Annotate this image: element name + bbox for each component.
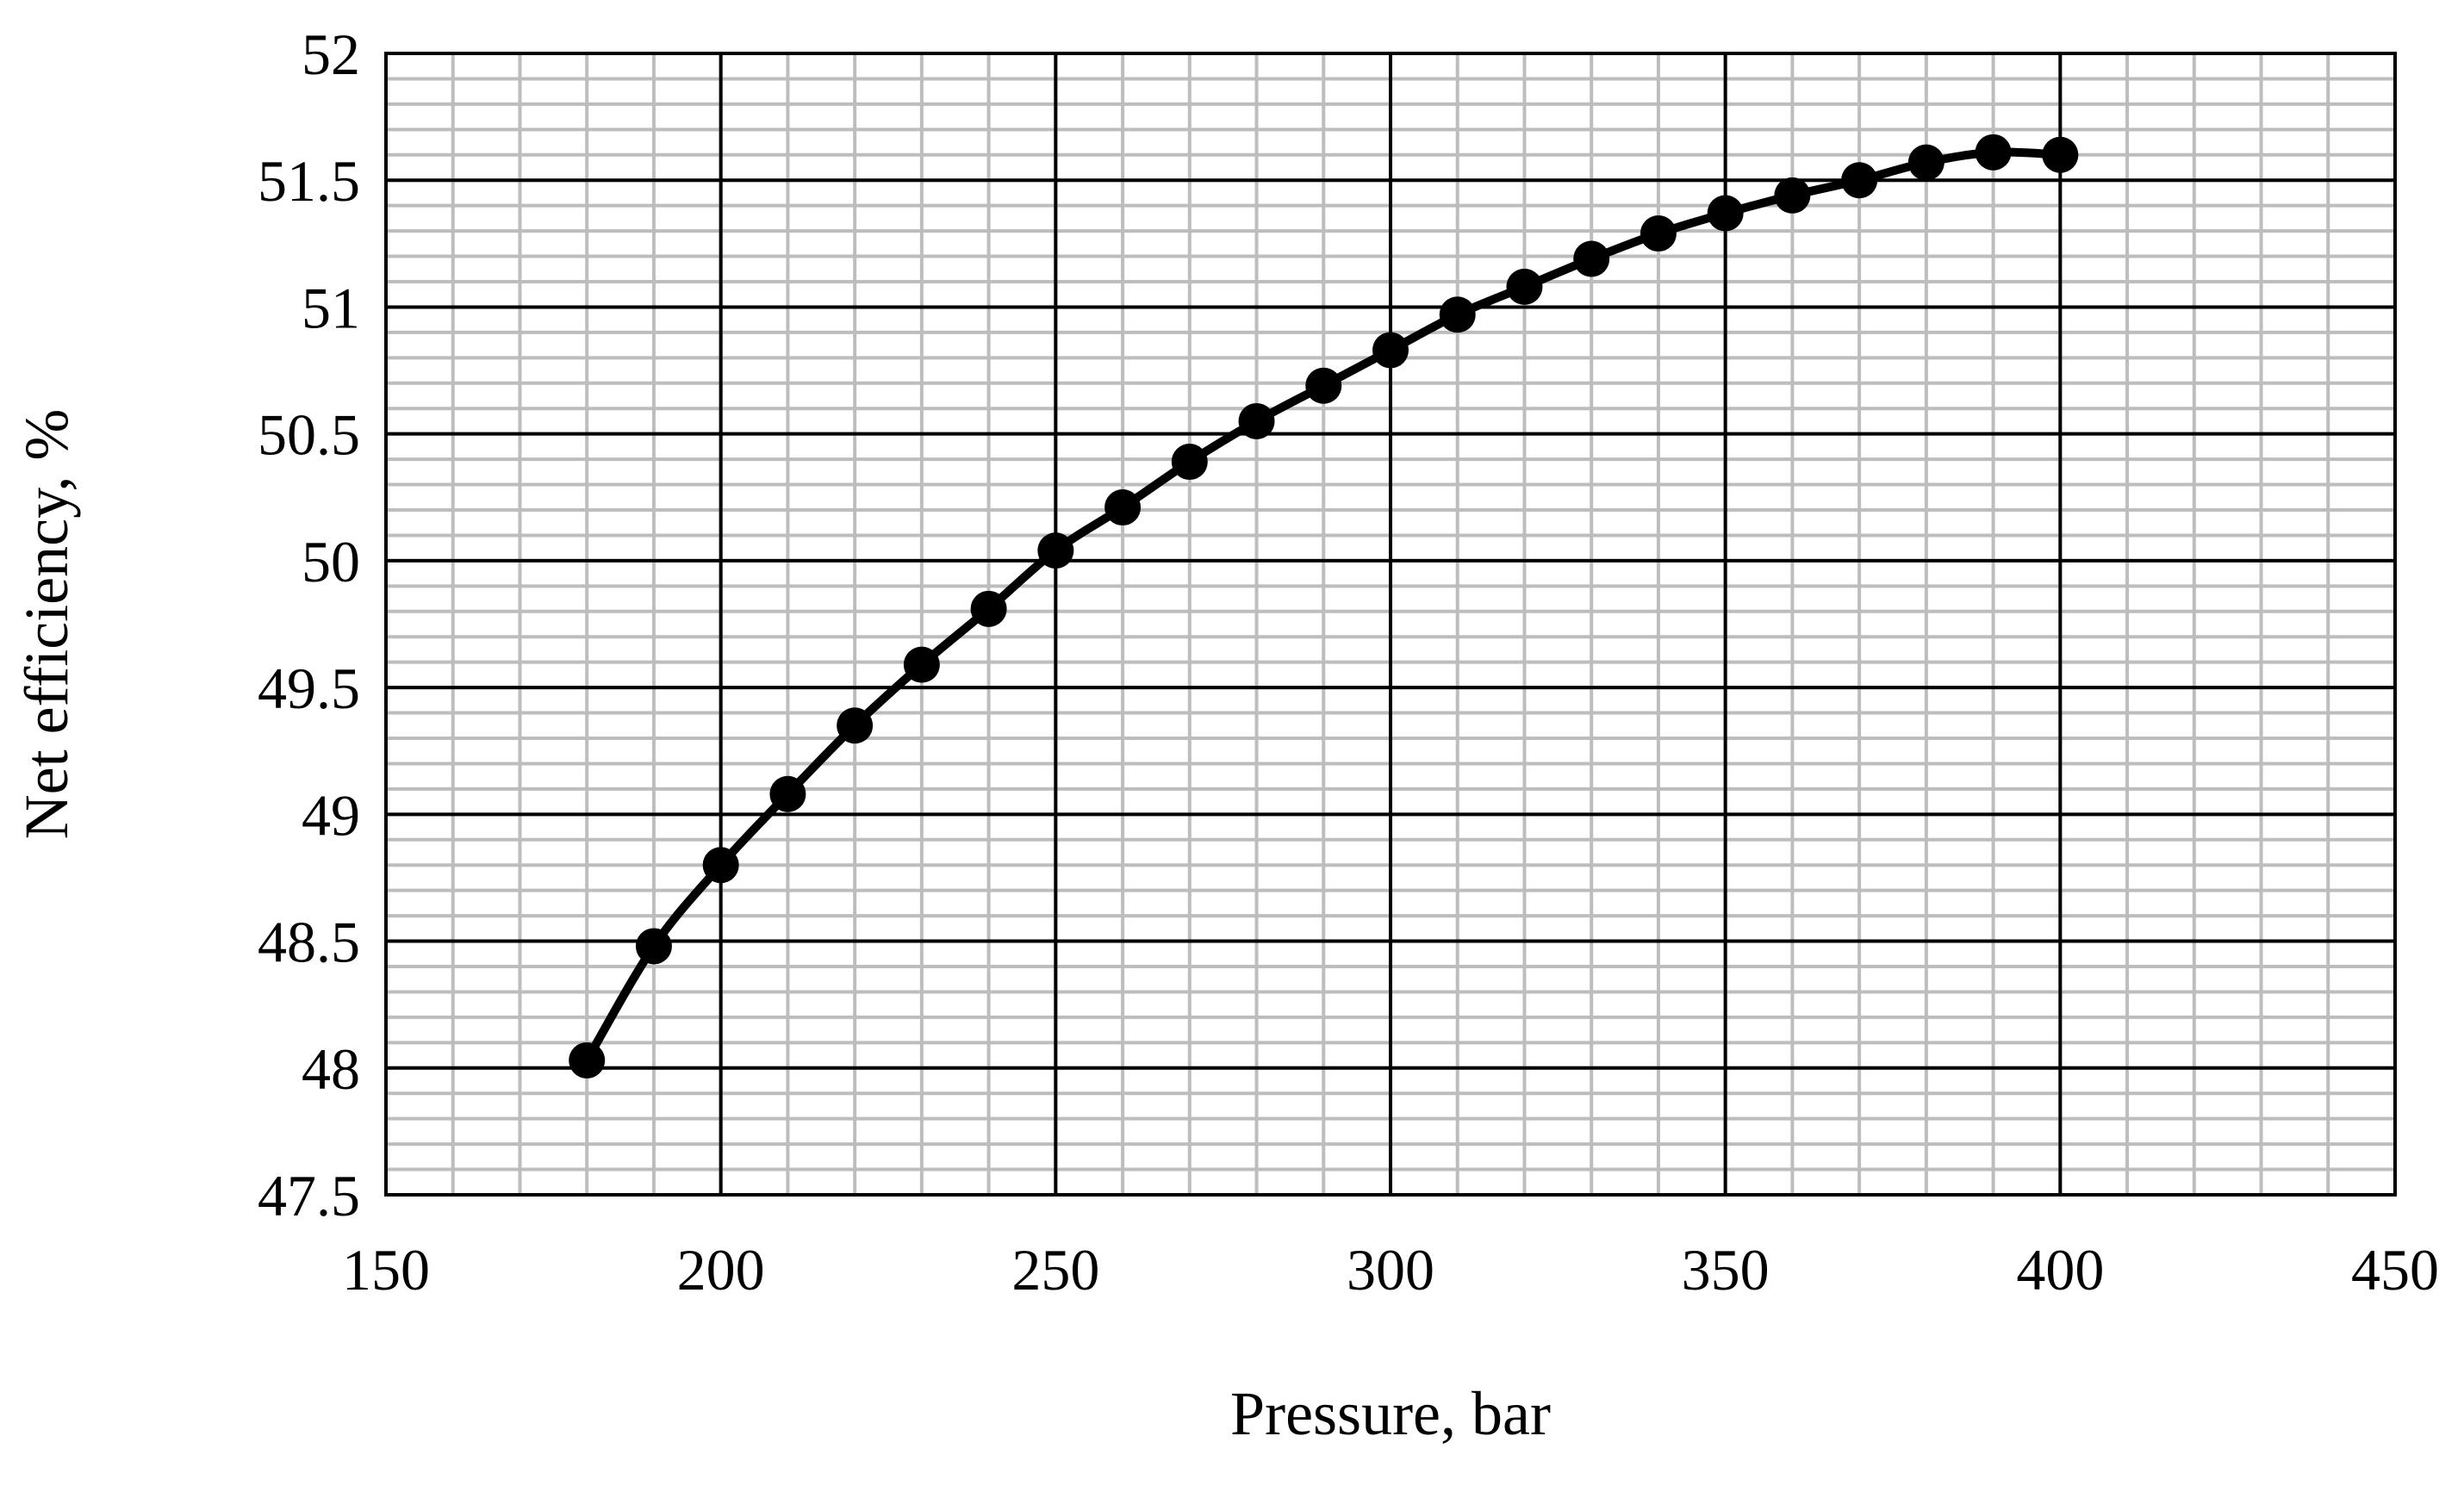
x-tick-label: 300 (1347, 1237, 1434, 1302)
x-tick-label: 400 (2016, 1237, 2104, 1302)
y-tick-label: 52 (302, 22, 360, 87)
y-tick-label: 48 (302, 1036, 360, 1102)
x-axis-tick-labels: 150 200 250 300 350 400 450 (342, 1237, 2439, 1302)
data-point-marker (1640, 215, 1677, 252)
y-axis-title: Net efficiency, % (12, 409, 81, 840)
x-tick-label: 450 (2351, 1237, 2439, 1302)
data-point-marker (1841, 162, 1878, 199)
data-point-marker (1907, 144, 1944, 181)
data-point-marker (569, 1041, 606, 1079)
data-point-marker (2042, 136, 2079, 173)
data-point-marker (1372, 332, 1409, 369)
x-tick-label: 150 (342, 1237, 430, 1302)
data-point-marker (1037, 532, 1074, 569)
y-tick-label: 50.5 (258, 402, 360, 468)
data-point-marker (1305, 367, 1342, 404)
data-point-marker (635, 928, 672, 965)
y-tick-label: 51 (302, 275, 360, 340)
series-layer (569, 134, 2079, 1079)
y-tick-label: 50 (302, 529, 360, 594)
data-point-marker (1573, 240, 1610, 277)
data-point-marker (1506, 268, 1543, 305)
x-tick-label: 350 (1682, 1237, 1770, 1302)
data-point-marker (1171, 444, 1208, 481)
y-tick-label: 49 (302, 782, 360, 848)
y-tick-label: 51.5 (258, 148, 360, 214)
data-point-marker (903, 646, 940, 683)
x-tick-label: 200 (677, 1237, 765, 1302)
data-point-marker (769, 775, 806, 812)
data-point-marker (1104, 489, 1142, 526)
data-point-marker (1707, 195, 1744, 232)
y-tick-label: 49.5 (258, 656, 360, 721)
data-point-marker (1975, 134, 2012, 171)
data-point-marker (702, 847, 739, 884)
y-axis-tick-labels: 47.5 48 48.5 49 49.5 50 50.5 51 51.5 52 (258, 22, 360, 1228)
data-point-marker (970, 590, 1007, 627)
x-axis-title: Pressure, bar (1230, 1379, 1551, 1448)
y-tick-label: 48.5 (258, 910, 360, 975)
x-tick-label: 250 (1011, 1237, 1099, 1302)
data-point-marker (837, 707, 874, 744)
data-point-marker (1439, 296, 1476, 333)
data-point-marker (1774, 177, 1811, 214)
y-tick-label: 47.5 (258, 1163, 360, 1228)
data-point-marker (1238, 402, 1275, 439)
plot-area-frame (384, 52, 2397, 1197)
